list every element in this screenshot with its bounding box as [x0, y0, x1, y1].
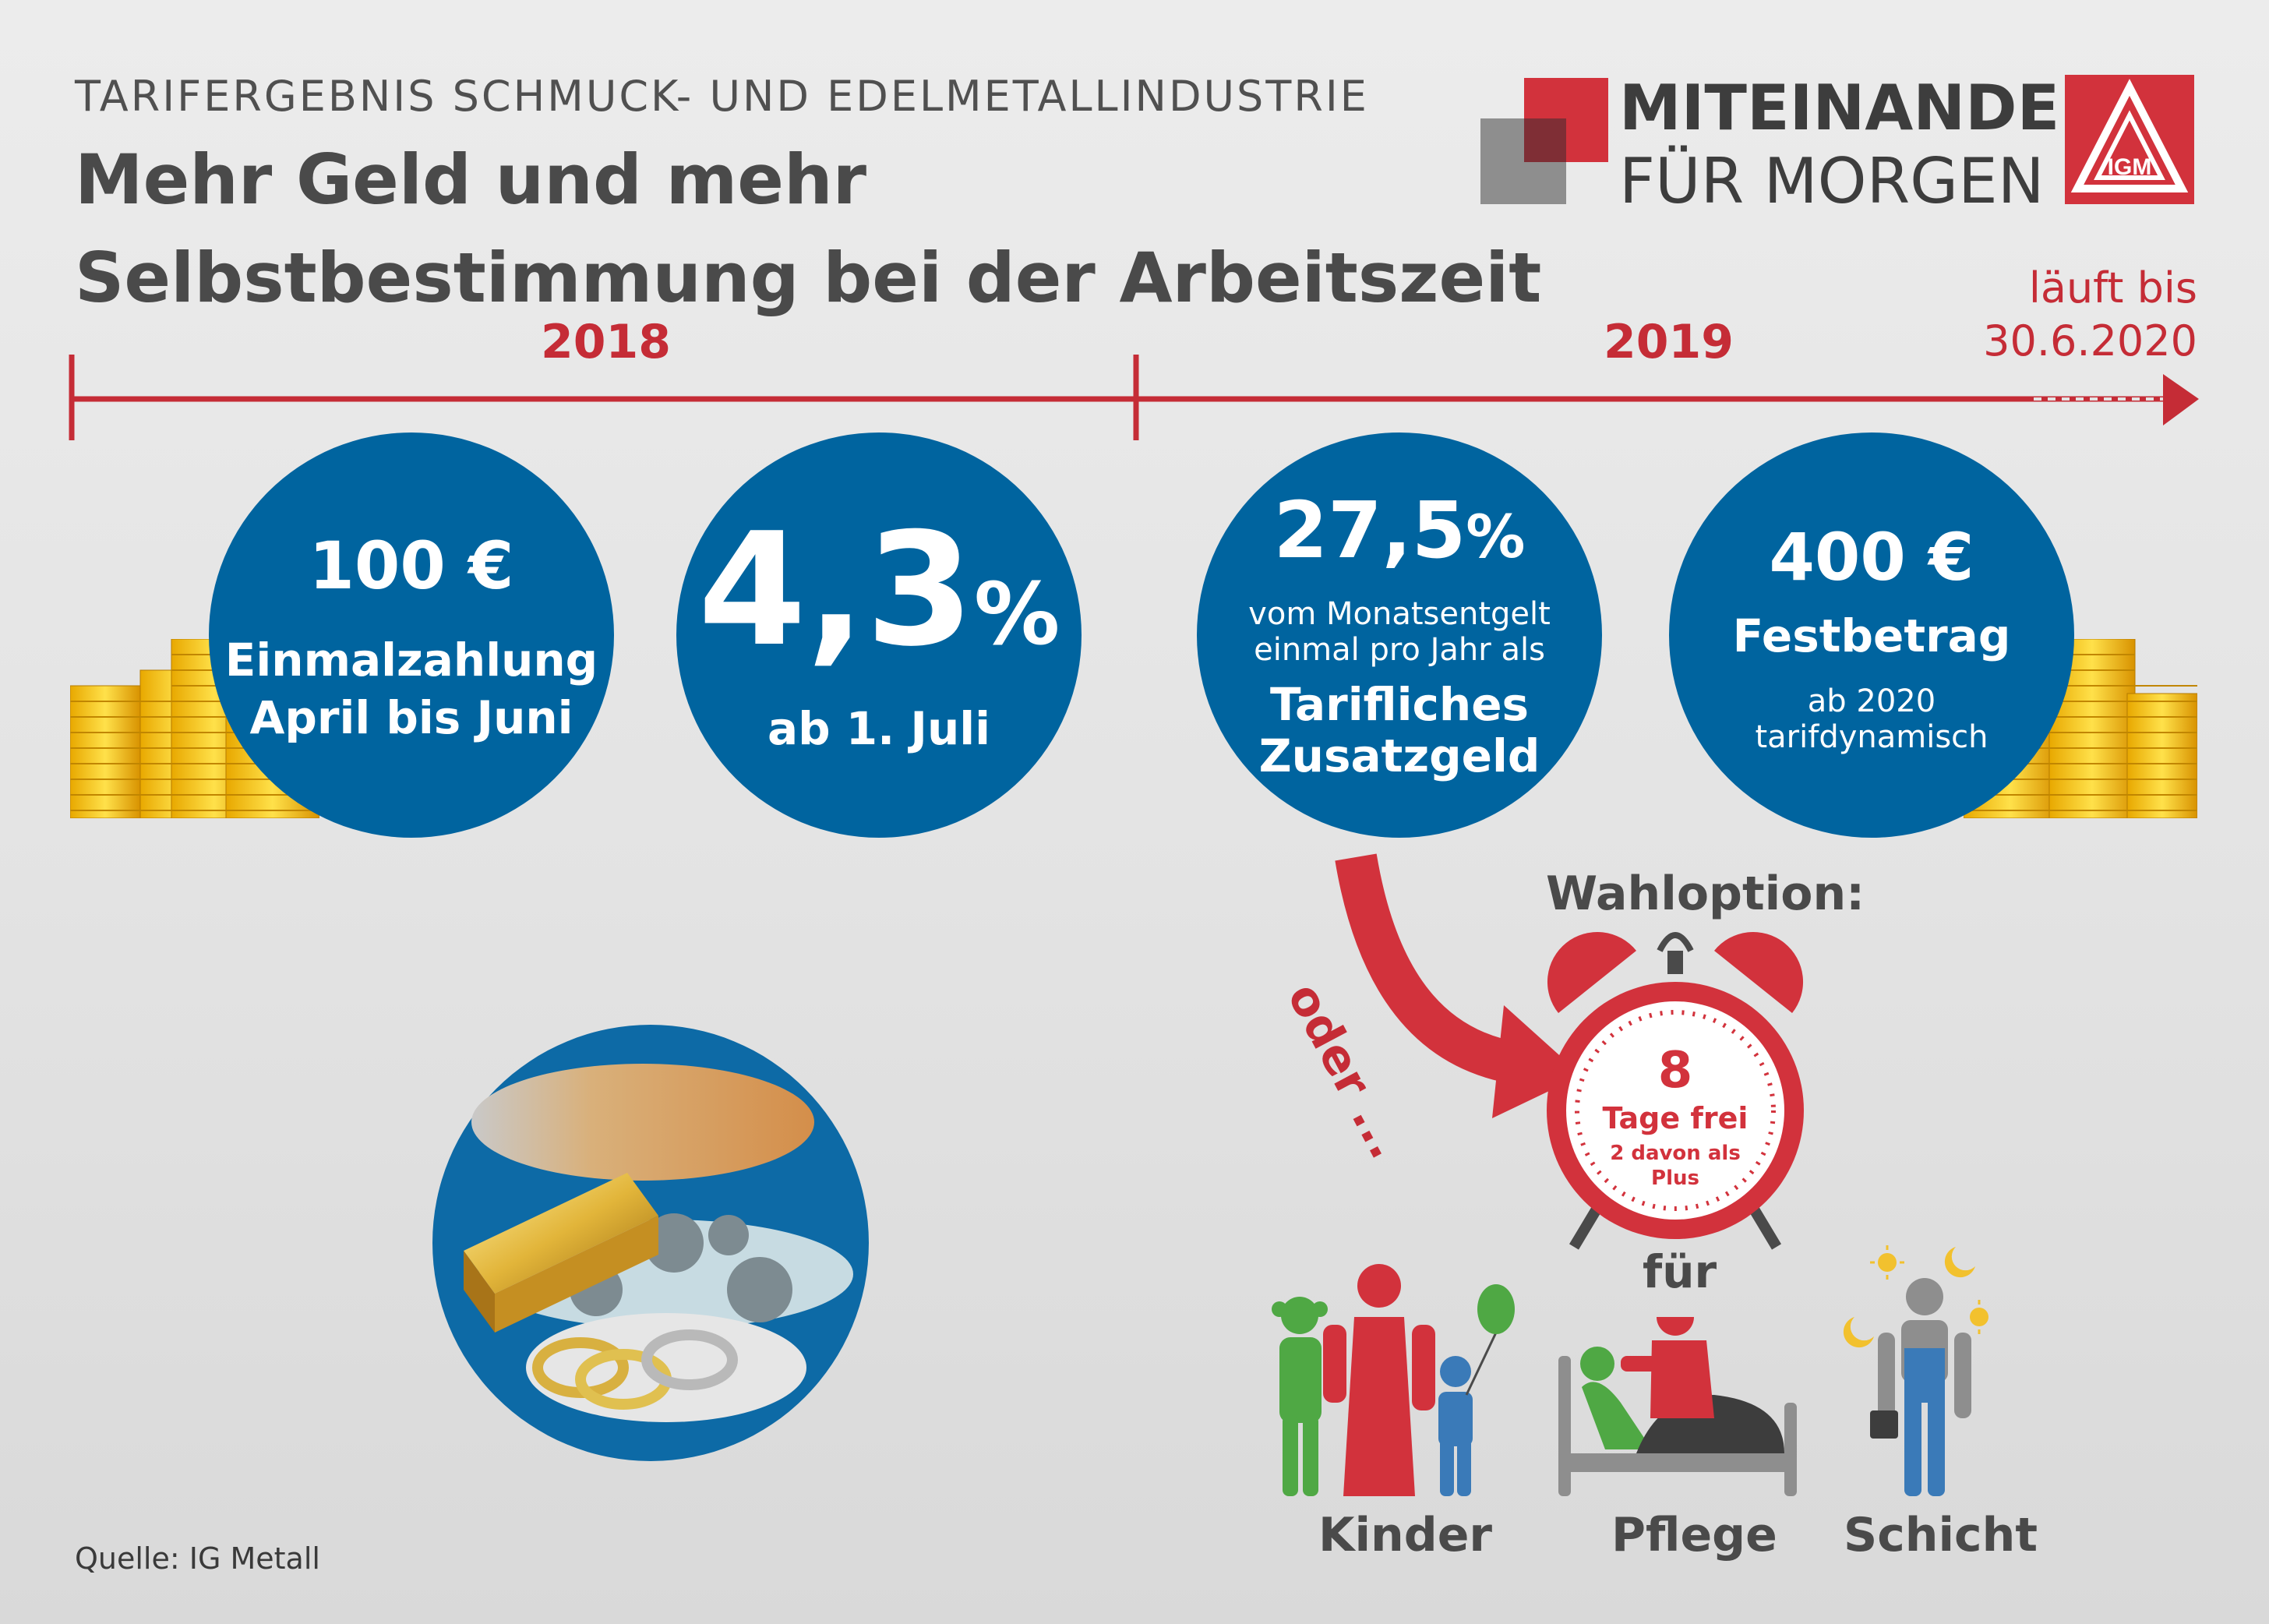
- circle-wage-increase: 4,3 % ab 1. Juli: [676, 432, 1082, 838]
- child-boy: [1438, 1356, 1473, 1496]
- brand-line-2: FÜR MORGEN: [1619, 145, 2045, 217]
- payment-label-1: Einmalzahlung: [224, 634, 598, 687]
- clock-label-2: 2 davon als: [1610, 1142, 1741, 1165]
- additional-unit: %: [1466, 502, 1526, 571]
- circle-fixed-amount: 400 € Festbetrag ab 2020 tarifdynamisch: [1669, 432, 2074, 838]
- additional-desc-2: einmal pro Jahr als: [1254, 632, 1545, 668]
- additional-value-row: 27,5 %: [1274, 489, 1526, 579]
- increase-value-row: 4,3 %: [698, 513, 1060, 669]
- increase-label: ab 1. Juli: [767, 702, 991, 755]
- gold-bar: [464, 1173, 658, 1294]
- clock-label-3: Plus: [1651, 1167, 1699, 1190]
- igmetall-logo: IGM: [2065, 75, 2194, 204]
- for-label: für: [1643, 1245, 1717, 1298]
- fixed-label: Festbetrag: [1732, 609, 2011, 662]
- fixed-desc-2: tarifdynamisch: [1755, 719, 1988, 755]
- payment-amount: 100 €: [309, 528, 514, 604]
- overalls: [1904, 1348, 1945, 1496]
- headline-line-2: Selbstbestimmung bei der Arbeitszeit: [75, 238, 1542, 318]
- metal-granules: [471, 1064, 814, 1181]
- runs-until-line-1: läuft bis: [2028, 263, 2197, 312]
- shift-worker-icon: [1843, 1245, 1988, 1496]
- toolbox-icon: [1870, 1410, 1898, 1439]
- headline: Mehr Geld und mehr Selbstbestimmung bei …: [75, 131, 1541, 327]
- sun-moon-icons: [1843, 1247, 1988, 1348]
- brand-square-overlap: [1524, 118, 1566, 162]
- kicker-title: TARIFERGEBNIS SCHMUCK- UND EDELMETALLIND…: [75, 72, 1369, 121]
- option-title: Wahloption:: [1546, 867, 1865, 921]
- increase-unit: %: [974, 564, 1060, 664]
- child-girl: [1272, 1297, 1328, 1496]
- year-2018: 2018: [541, 315, 671, 369]
- additional-label-1: Tarifliches: [1269, 678, 1530, 731]
- source-note: Quelle: IG Metall: [75, 1541, 320, 1576]
- headline-line-1: Mehr Geld und mehr: [75, 139, 866, 220]
- curved-arrow: [1335, 853, 1582, 1118]
- runs-until-line-2: 30.6.2020: [1983, 316, 2197, 365]
- timeline: [69, 355, 2199, 440]
- balloon-icon: [1477, 1284, 1515, 1334]
- logo-letters: IGM: [2108, 154, 2152, 180]
- patient: [1580, 1347, 1652, 1449]
- label-kinder: Kinder: [1318, 1508, 1493, 1562]
- wedding-rings: [532, 1329, 738, 1410]
- brand-line-1: MITEINANDER: [1619, 72, 2108, 144]
- payment-label-2: April bis Juni: [249, 691, 573, 744]
- circle-one-time-payment: 100 € Einmalzahlung April bis Juni: [209, 432, 614, 838]
- additional-value: 27,5: [1273, 485, 1466, 576]
- brand-slogan: MITEINANDER FÜR MORGEN: [1619, 72, 2108, 218]
- precious-metals-photo: [432, 1025, 869, 1461]
- label-pflege: Pflege: [1611, 1508, 1777, 1562]
- mother: [1323, 1264, 1435, 1496]
- timeline-arrowhead: [2163, 374, 2199, 425]
- worker-head: [1906, 1278, 1943, 1315]
- clock-number: 8: [1658, 1042, 1693, 1100]
- alarm-clock-icon: 8 Tage frei 2 davon als Plus: [1547, 931, 1804, 1250]
- increase-value: 4,3: [697, 500, 975, 681]
- fixed-amount: 400 €: [1769, 519, 1974, 595]
- runs-until: läuft bis 30.6.2020: [1971, 262, 2197, 368]
- circle-additional-pay: 27,5 % vom Monatsentgelt einmal pro Jahr…: [1197, 432, 1602, 838]
- care-bed-icon: [1558, 1317, 1797, 1496]
- caregiver: [1621, 1317, 1714, 1418]
- clock-label-1: Tage frei: [1603, 1101, 1749, 1135]
- label-schicht: Schicht: [1844, 1508, 2038, 1562]
- fixed-desc-1: ab 2020: [1807, 683, 1936, 719]
- additional-label-2: Zusatzgeld: [1258, 729, 1540, 782]
- year-2019: 2019: [1604, 315, 1734, 369]
- family-icon: [1272, 1264, 1515, 1496]
- additional-desc-1: vom Monatsentgelt: [1248, 596, 1551, 632]
